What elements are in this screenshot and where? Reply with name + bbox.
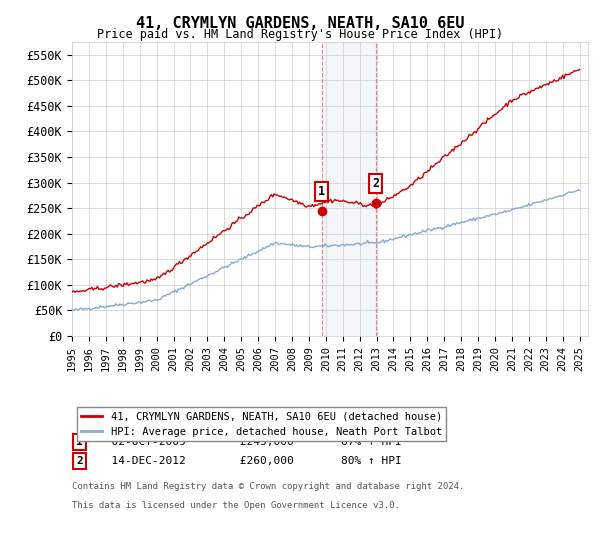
Text: 14-DEC-2012        £260,000       80% ↑ HPI: 14-DEC-2012 £260,000 80% ↑ HPI [98,456,401,466]
Text: Contains HM Land Registry data © Crown copyright and database right 2024.: Contains HM Land Registry data © Crown c… [72,482,464,491]
Text: 1: 1 [76,437,83,447]
Legend: 41, CRYMLYN GARDENS, NEATH, SA10 6EU (detached house), HPI: Average price, detac: 41, CRYMLYN GARDENS, NEATH, SA10 6EU (de… [77,407,446,441]
Text: Price paid vs. HM Land Registry's House Price Index (HPI): Price paid vs. HM Land Registry's House … [97,28,503,41]
Text: This data is licensed under the Open Government Licence v3.0.: This data is licensed under the Open Gov… [72,501,400,510]
Text: 41, CRYMLYN GARDENS, NEATH, SA10 6EU: 41, CRYMLYN GARDENS, NEATH, SA10 6EU [136,16,464,31]
Text: 2: 2 [372,177,379,190]
Text: 2: 2 [76,456,83,466]
Bar [322,42,376,336]
Text: 1: 1 [318,185,325,198]
Text: 02-OCT-2009        £245,000       67% ↑ HPI: 02-OCT-2009 £245,000 67% ↑ HPI [98,437,401,447]
